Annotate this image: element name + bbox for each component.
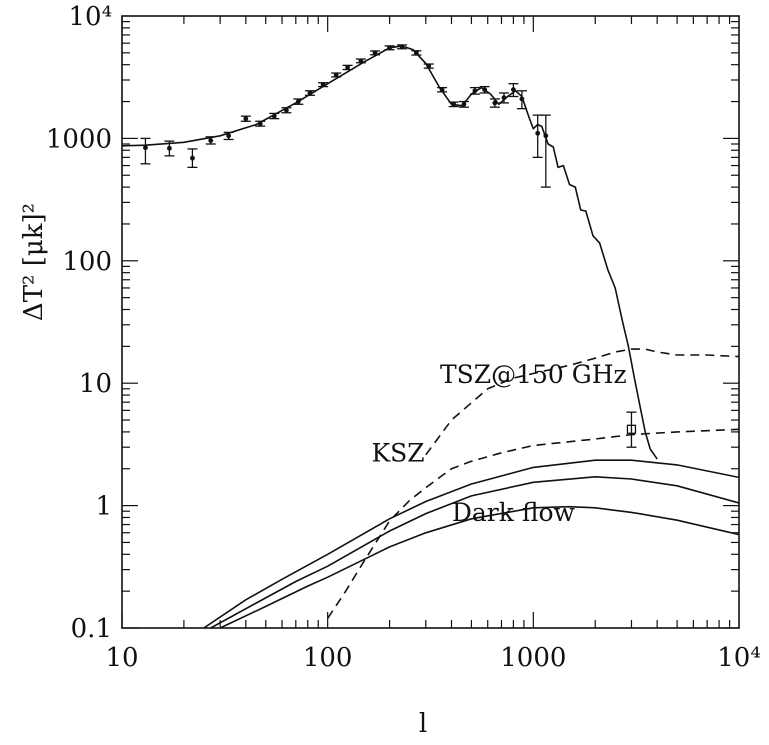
x-tick-label: 1000 [500, 643, 566, 673]
data-point [226, 133, 232, 139]
data-point [271, 113, 277, 119]
annotation-ksz: KSZ [371, 438, 424, 467]
data-point [190, 155, 195, 161]
data-point [333, 72, 339, 78]
x-tick-label: 10⁴ [717, 643, 761, 673]
data-point [283, 107, 289, 113]
data-point [461, 101, 467, 107]
data-point [307, 90, 313, 96]
data-point [358, 58, 364, 64]
dark-flow-line-middle [210, 476, 739, 628]
data-point [257, 121, 263, 127]
series-group [122, 44, 739, 628]
data-point [451, 101, 457, 107]
dark-flow-line-lower [219, 505, 739, 628]
data-point [143, 145, 148, 151]
data-point [511, 87, 516, 93]
data-point [387, 45, 392, 51]
y-tick-label: 0.1 [71, 614, 112, 644]
x-tick-label: 100 [303, 643, 353, 673]
axes-frame-group [121, 15, 740, 629]
x-tick-label: 10 [105, 643, 138, 673]
data-point [208, 138, 214, 143]
data-point [519, 96, 525, 102]
dark-flow-line-upper [203, 459, 739, 628]
data-point [345, 65, 350, 70]
annotation-tsz: TSZ@150 GHz [440, 360, 627, 389]
annotation-dark-flow: Dark flow [452, 498, 576, 527]
data-point [166, 145, 172, 151]
tick-layer: 10 100 1000 10⁴ 0.1 1 10 100 1000 10⁴ [46, 2, 761, 673]
data-point [399, 44, 405, 50]
data-point [472, 88, 478, 94]
y-tick-label: 100 [62, 247, 112, 277]
data-point [543, 133, 549, 139]
data-point [243, 116, 249, 122]
ksz-dashed-line [327, 428, 739, 619]
data-point [439, 87, 445, 93]
data-layer [122, 44, 739, 628]
plot-frame [121, 15, 740, 629]
data-point [501, 95, 507, 101]
y-axis-label: ΔT² [μk]² [19, 203, 49, 321]
data-point [626, 424, 637, 434]
cmb-power-spectrum-line [122, 45, 658, 460]
data-point [426, 63, 432, 69]
x-axis-label: l [419, 709, 427, 739]
y-tick-label: 10⁴ [68, 2, 112, 32]
data-point [295, 99, 301, 104]
tsz-dashed-line [425, 348, 739, 456]
data-point [482, 87, 488, 93]
data-point [320, 82, 326, 88]
y-tick-label: 1000 [46, 124, 112, 154]
data-point [492, 100, 498, 106]
y-tick-label: 1 [95, 492, 112, 522]
y-tick-label: 10 [79, 369, 112, 399]
data-point [535, 130, 541, 136]
data-point [372, 50, 378, 56]
data-point [413, 50, 419, 56]
